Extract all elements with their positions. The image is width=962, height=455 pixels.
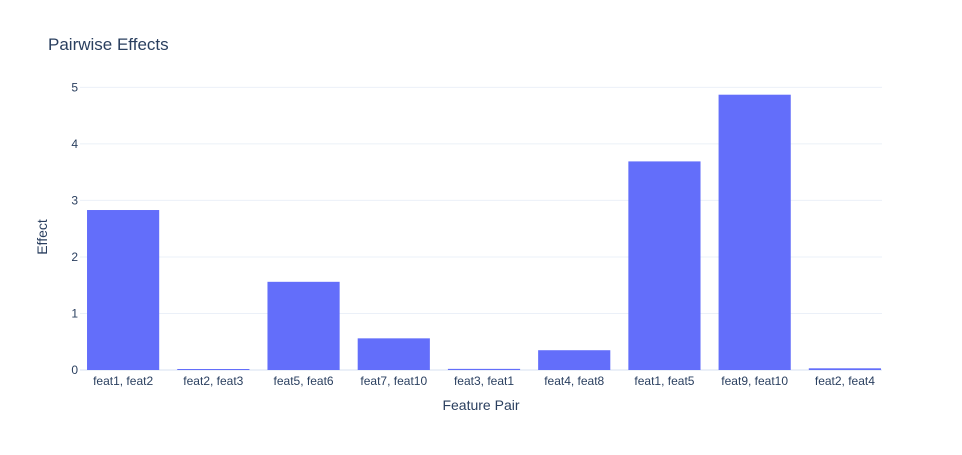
x-tick-label: feat2, feat3	[183, 374, 243, 388]
x-axis-title: Feature Pair	[442, 397, 519, 413]
x-tick-label: feat1, feat5	[634, 374, 694, 388]
x-tick-label: feat2, feat4	[815, 374, 875, 388]
bar[interactable]	[538, 350, 611, 370]
y-tick-label: 3	[71, 193, 78, 207]
bar[interactable]	[808, 368, 881, 370]
bar[interactable]	[628, 161, 701, 370]
bar[interactable]	[447, 368, 521, 370]
y-tick-label: 4	[71, 137, 78, 151]
y-axis-ticks: 0 1 2 3 4 5	[71, 80, 78, 377]
bar[interactable]	[357, 338, 430, 370]
chart-title: Pairwise Effects	[48, 35, 169, 54]
y-tick-label: 2	[71, 250, 78, 264]
y-tick-label: 0	[71, 363, 78, 377]
y-tick-label: 1	[71, 306, 78, 320]
x-tick-label: feat9, feat10	[721, 374, 788, 388]
y-tick-label: 5	[71, 80, 78, 94]
x-tick-label: feat5, feat6	[274, 374, 334, 388]
x-tick-label: feat1, feat2	[93, 374, 153, 388]
x-tick-label: feat7, feat10	[360, 374, 427, 388]
bars	[87, 94, 881, 371]
bar[interactable]	[87, 210, 160, 370]
y-axis-title: Effect	[34, 219, 50, 255]
x-axis-ticks: feat1, feat2 feat2, feat3 feat5, feat6 feat…	[93, 374, 875, 388]
bar[interactable]	[267, 281, 340, 370]
x-tick-label: feat3, feat1	[454, 374, 514, 388]
bar[interactable]	[718, 94, 791, 371]
bar[interactable]	[177, 369, 250, 370]
x-tick-label: feat4, feat8	[544, 374, 604, 388]
